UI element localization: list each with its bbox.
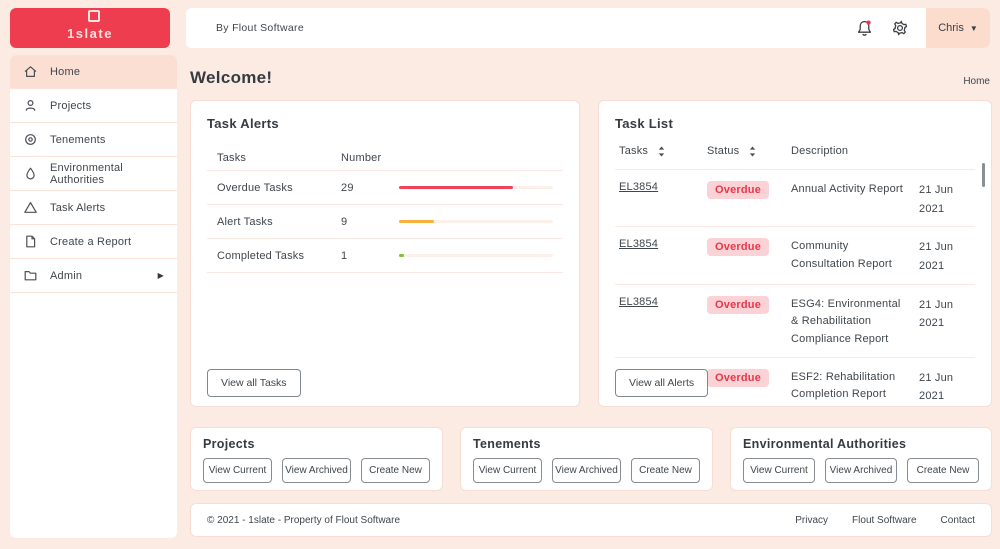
warning-triangle-icon [23, 200, 38, 215]
column-header-number: Number [341, 151, 382, 164]
table-header-row: Tasks Number [207, 145, 563, 171]
topbar-caption: By Flout Software [216, 22, 304, 34]
status-badge: Overdue [707, 295, 770, 314]
task-list-card: Task List Tasks Status Description EL385… [598, 100, 992, 407]
sidebar-item-label: Admin [50, 269, 83, 282]
sidebar-item-label: Task Alerts [50, 201, 106, 214]
sort-icon[interactable] [658, 146, 665, 157]
env-authorities-view-current-button[interactable]: View Current [743, 458, 815, 483]
task-alerts-title: Task Alerts [207, 116, 279, 131]
tenements-card: Tenements View Current View Archived Cre… [460, 427, 713, 491]
environmental-authorities-title: Environmental Authorities [743, 437, 907, 451]
task-link[interactable]: EL3854 [619, 295, 659, 308]
sort-icon[interactable] [749, 146, 756, 157]
sidebar-item-label: Environmental Authorities [50, 161, 123, 186]
logo-square-icon [88, 9, 100, 22]
table-row-completed-tasks: Completed Tasks 1 [207, 239, 563, 273]
table-row: EL3854 Overdue ESG4: Environmental & Reh… [615, 283, 975, 357]
view-all-alerts-button[interactable]: View all Alerts [615, 369, 709, 397]
sidebar-item-task-alerts[interactable]: Task Alerts [10, 191, 177, 225]
sidebar-item-label: Projects [50, 99, 92, 112]
task-alerts-table: Tasks Number Overdue Tasks 29 Alert Task… [207, 145, 563, 273]
sidebar-item-home[interactable]: Home [10, 55, 177, 89]
table-header-row: Tasks Status Description [615, 131, 975, 169]
column-header-description: Description [791, 145, 849, 157]
home-icon [23, 64, 38, 79]
sidebar: Home Projects Tenements Environmental Au… [10, 55, 177, 538]
task-alerts-card: Task Alerts Tasks Number Overdue Tasks 2… [190, 100, 580, 407]
projects-title: Projects [203, 437, 255, 451]
table-row: EL3854 Overdue Community Consultation Re… [615, 226, 975, 283]
notifications-bell-icon[interactable] [855, 19, 874, 38]
submenu-caret-icon: ▶ [157, 271, 164, 280]
projects-view-current-button[interactable]: View Current [203, 458, 272, 483]
projects-create-new-button[interactable]: Create New [361, 458, 430, 483]
page-title: Welcome! [190, 68, 273, 87]
logo-text: 1slate [67, 25, 113, 41]
progress-bar-overdue [399, 186, 553, 189]
column-header-tasks[interactable]: Tasks [619, 145, 649, 157]
sidebar-item-create-a-report[interactable]: Create a Report [10, 225, 177, 259]
column-header-tasks: Tasks [217, 151, 247, 164]
table-row-overdue-tasks: Overdue Tasks 29 [207, 171, 563, 205]
sidebar-item-label: Create a Report [50, 235, 132, 248]
footer: © 2021 - 1slate - Property of Flout Soft… [190, 503, 992, 537]
table-row-alert-tasks: Alert Tasks 9 [207, 205, 563, 239]
sidebar-item-admin[interactable]: Admin ▶ [10, 259, 177, 293]
breadcrumb[interactable]: Home [963, 76, 990, 87]
progress-bar-alert [399, 220, 553, 223]
sidebar-item-label: Tenements [50, 133, 106, 146]
sidebar-item-environmental-authorities[interactable]: Environmental Authorities [10, 157, 177, 191]
settings-gear-icon[interactable] [890, 18, 910, 38]
status-badge: Overdue [707, 368, 770, 387]
task-link[interactable]: EL3854 [619, 238, 659, 251]
droplet-icon [23, 166, 38, 181]
sidebar-item-tenements[interactable]: Tenements [10, 123, 177, 157]
app-logo[interactable]: 1slate [10, 8, 170, 48]
copyright-text: © 2021 - 1slate - Property of Flout Soft… [207, 514, 401, 526]
projects-card: Projects View Current View Archived Crea… [190, 427, 443, 491]
footer-link-flout-software[interactable]: Flout Software [852, 514, 917, 526]
person-icon [23, 98, 38, 113]
document-icon [23, 234, 38, 249]
env-authorities-create-new-button[interactable]: Create New [907, 458, 979, 483]
sidebar-item-projects[interactable]: Projects [10, 89, 177, 123]
footer-link-privacy[interactable]: Privacy [795, 514, 829, 526]
table-row: EL3854 Overdue Annual Activity Report 21… [615, 169, 975, 226]
folder-icon [23, 268, 38, 283]
projects-view-archived-button[interactable]: View Archived [282, 458, 351, 483]
column-header-status[interactable]: Status [707, 145, 740, 157]
sidebar-item-label: Home [50, 65, 81, 78]
status-badge: Overdue [707, 181, 770, 199]
footer-link-contact[interactable]: Contact [940, 514, 975, 526]
tenements-create-new-button[interactable]: Create New [631, 458, 700, 483]
tenements-view-archived-button[interactable]: View Archived [552, 458, 621, 483]
tenements-view-current-button[interactable]: View Current [473, 458, 542, 483]
table-row: EL3854 Overdue ESF2: Rehabilitation Comp… [615, 356, 975, 414]
environmental-authorities-card: Environmental Authorities View Current V… [730, 427, 992, 491]
task-link[interactable]: EL3854 [619, 181, 659, 193]
task-list-title: Task List [615, 116, 674, 131]
progress-bar-completed [399, 254, 553, 257]
tenements-title: Tenements [473, 437, 541, 451]
status-badge: Overdue [707, 238, 770, 257]
env-authorities-view-archived-button[interactable]: View Archived [825, 458, 897, 483]
scrollbar-thumb[interactable] [982, 163, 985, 187]
user-menu[interactable]: Chris ▼ [926, 8, 990, 48]
target-icon [23, 132, 38, 147]
user-name: Chris [938, 22, 964, 34]
view-all-tasks-button[interactable]: View all Tasks [207, 369, 301, 397]
top-bar: By Flout Software Chris ▼ [186, 8, 990, 48]
chevron-down-icon: ▼ [969, 23, 978, 33]
